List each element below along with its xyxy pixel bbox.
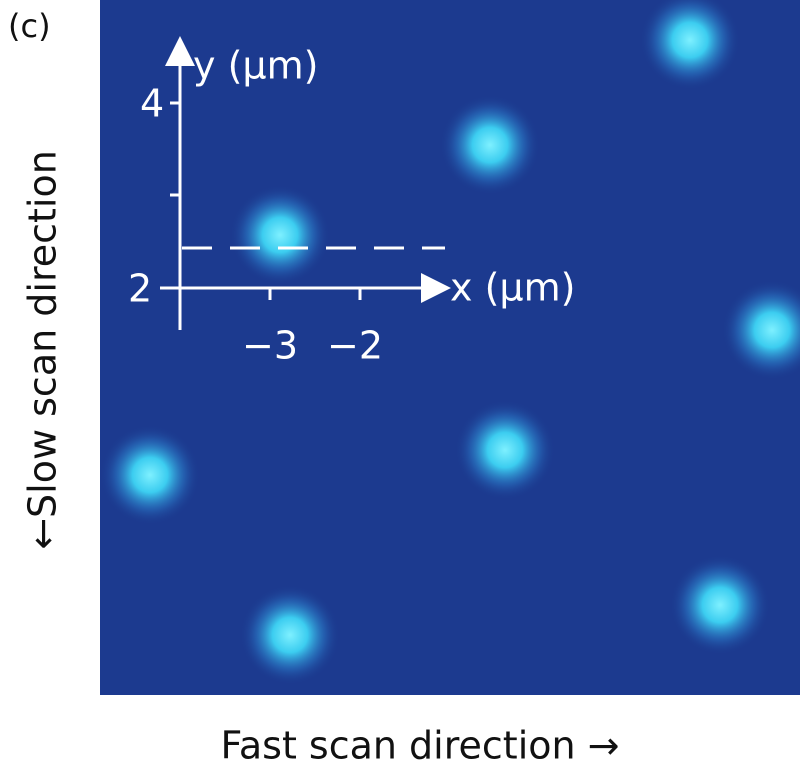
inset-y-tick-label: 2 (128, 267, 152, 311)
panel-label: (c) (8, 7, 51, 45)
spot (230, 185, 330, 285)
inset-y-tick-label: 4 (140, 82, 164, 126)
inset-x-tick-label: −2 (327, 324, 383, 368)
inset-y-label: y (μm) (193, 44, 318, 88)
figure: (c) y (μm) x (μm) 4 2 −3 −2 ←Slow scan d… (0, 0, 800, 783)
spot (240, 585, 340, 685)
spot (670, 555, 770, 655)
x-axis-label: Fast scan direction → (220, 724, 619, 768)
inset-x-tick-label: −3 (242, 324, 298, 368)
inset-x-label: x (μm) (450, 266, 575, 310)
spot (455, 400, 555, 500)
y-axis-label: ←Slow scan direction (21, 150, 65, 550)
spot (100, 425, 200, 525)
spot (440, 95, 540, 195)
